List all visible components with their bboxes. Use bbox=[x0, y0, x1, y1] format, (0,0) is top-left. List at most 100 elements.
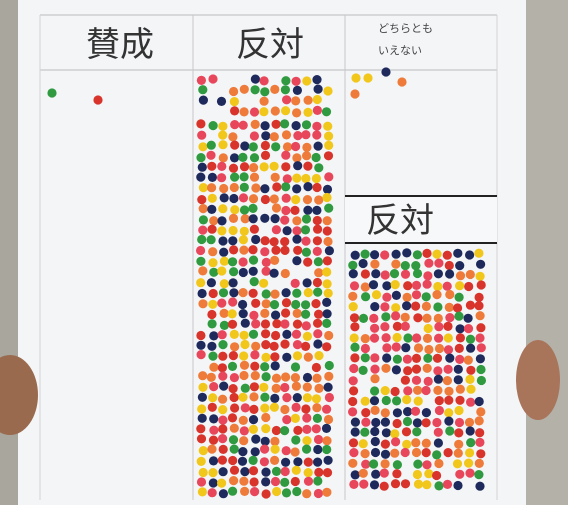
sticker-dot bbox=[455, 469, 465, 479]
sticker-dot bbox=[402, 248, 412, 258]
sticker-dot bbox=[260, 213, 270, 223]
sticker-dot bbox=[348, 260, 358, 270]
sticker-dot bbox=[360, 353, 370, 363]
sticker-dot bbox=[217, 266, 227, 276]
sticker-dot bbox=[397, 77, 407, 87]
sticker-dot bbox=[302, 331, 312, 341]
sticker-dot bbox=[348, 438, 359, 448]
sticker-dot bbox=[198, 225, 208, 235]
sticker-dot bbox=[314, 383, 324, 393]
overlay-card bbox=[345, 196, 497, 243]
sticker-dot bbox=[240, 467, 250, 477]
sticker-dot bbox=[271, 225, 281, 235]
sticker-dot bbox=[238, 120, 248, 130]
sticker-dot bbox=[197, 288, 207, 299]
sticker-dot bbox=[217, 161, 227, 171]
sticker-dot bbox=[381, 333, 391, 343]
sticker-dot bbox=[313, 488, 323, 499]
sticker-dot bbox=[196, 330, 206, 341]
sticker-dot bbox=[380, 302, 390, 312]
sticker-dot bbox=[229, 153, 240, 163]
sticker-dot bbox=[455, 261, 465, 271]
sticker-dot bbox=[369, 333, 380, 343]
sticker-dot bbox=[209, 216, 219, 226]
sticker-dot bbox=[313, 84, 323, 94]
sticker-dot bbox=[269, 402, 279, 412]
sticker-dot bbox=[227, 361, 238, 371]
sticker-dot bbox=[392, 396, 402, 406]
sticker-dot bbox=[248, 455, 258, 465]
sticker-dot bbox=[302, 372, 313, 383]
sticker-dot bbox=[198, 266, 208, 276]
sticker-dot bbox=[443, 345, 454, 355]
sticker-dot bbox=[322, 267, 332, 277]
sticker-dot bbox=[270, 455, 280, 465]
sticker-dot bbox=[476, 449, 486, 459]
sticker-dot bbox=[434, 481, 444, 491]
sticker-dot bbox=[219, 320, 229, 330]
sticker-dot bbox=[412, 418, 422, 428]
sticker-dot bbox=[280, 477, 290, 487]
sticker-dot bbox=[93, 95, 103, 105]
sticker-dot bbox=[370, 364, 380, 374]
sticker-dot bbox=[207, 183, 217, 193]
sticker-dot bbox=[442, 479, 453, 489]
sticker-dot bbox=[238, 193, 249, 203]
sticker-dot bbox=[379, 481, 389, 491]
sticker-dot bbox=[312, 246, 322, 256]
sticker-dot bbox=[442, 281, 452, 291]
sticker-dot bbox=[280, 382, 290, 393]
sticker-dot bbox=[433, 313, 443, 323]
sticker-dot bbox=[208, 258, 218, 268]
sticker-dot bbox=[228, 236, 238, 246]
sticker-dot bbox=[229, 86, 239, 97]
sticker-dot bbox=[270, 436, 280, 446]
sticker-dot bbox=[301, 300, 311, 310]
sticker-dot bbox=[475, 481, 485, 491]
sticker-dot bbox=[292, 173, 302, 183]
sticker-dot bbox=[444, 260, 454, 271]
sticker-dot bbox=[312, 236, 322, 246]
sticker-dot bbox=[218, 405, 228, 415]
sticker-dot bbox=[229, 245, 239, 255]
sticker-dot bbox=[380, 449, 391, 459]
sticker-dot bbox=[301, 214, 312, 224]
sticker-dot bbox=[475, 428, 485, 438]
sticker-dot bbox=[261, 289, 271, 299]
sticker-dot bbox=[302, 444, 312, 454]
sticker-dot bbox=[389, 269, 400, 279]
sticker-dot bbox=[359, 479, 369, 489]
sticker-dot bbox=[238, 288, 248, 298]
sticker-dot bbox=[218, 467, 228, 477]
sticker-dot bbox=[207, 224, 217, 234]
sticker-dot bbox=[259, 162, 269, 172]
sticker-dot bbox=[313, 444, 323, 455]
sticker-dot bbox=[260, 140, 270, 151]
sticker-dot bbox=[271, 373, 282, 383]
sticker-dot bbox=[400, 312, 410, 322]
sticker-dot bbox=[218, 444, 228, 454]
column-label: どちらとも bbox=[378, 22, 433, 35]
sticker-dot bbox=[348, 291, 358, 301]
sticker-dot bbox=[348, 302, 358, 312]
sticker-dot bbox=[302, 393, 312, 403]
sticker-dot bbox=[260, 392, 270, 402]
sticker-dot bbox=[249, 153, 260, 163]
sticker-dot bbox=[206, 150, 216, 160]
sticker-dot bbox=[218, 140, 228, 150]
sticker-dot bbox=[455, 395, 465, 405]
sticker-dot bbox=[261, 352, 271, 362]
sticker-dot bbox=[217, 330, 227, 340]
sticker-dot bbox=[290, 447, 300, 457]
sticker-dot bbox=[207, 319, 217, 329]
sticker-dot bbox=[292, 226, 302, 236]
sticker-dot bbox=[400, 375, 410, 385]
sticker-dot bbox=[349, 479, 359, 489]
sticker-dot bbox=[361, 292, 371, 302]
sticker-dot bbox=[476, 364, 486, 375]
sticker-dot bbox=[291, 76, 301, 86]
sticker-dot bbox=[412, 250, 422, 260]
sticker-dot bbox=[466, 343, 476, 353]
sticker-dot bbox=[411, 290, 422, 300]
sticker-dot bbox=[455, 324, 465, 334]
